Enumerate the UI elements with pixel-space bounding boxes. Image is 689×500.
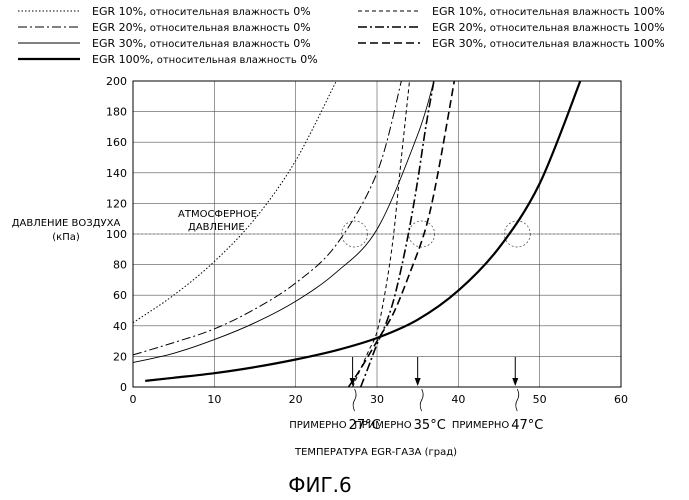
series-line-1 [133, 81, 336, 323]
x-tick-label: 10 [207, 393, 221, 406]
y-tick-label: 160 [106, 136, 127, 149]
x-tick-label: 20 [289, 393, 303, 406]
y-axis-label-line2: (кПа) [52, 232, 80, 243]
y-tick-label: 180 [106, 106, 127, 119]
legend-label: EGR 20%, относительная влажность 0% [92, 21, 311, 34]
legend-label: EGR 20%, относительная влажность 100% [432, 21, 665, 34]
marker-arrow-head [512, 378, 518, 386]
legend-label: EGR 10%, относительная влажность 100% [432, 5, 665, 18]
x-tick-label: 50 [533, 393, 547, 406]
y-tick-label: 40 [113, 320, 127, 333]
legend-label: EGR 100%, относительная влажность 0% [92, 53, 318, 66]
y-tick-label: 120 [106, 197, 127, 210]
y-tick-label: 20 [113, 350, 127, 363]
marker-approx-label: ПРИМЕРНО [289, 420, 347, 431]
y-tick-label: 140 [106, 167, 127, 180]
legend-label: EGR 30%, относительная влажность 0% [92, 37, 311, 50]
y-tick-label: 100 [106, 228, 127, 241]
y-tick-label: 80 [113, 259, 127, 272]
marker-squiggle [516, 389, 519, 411]
marker-arrow-head [415, 378, 421, 386]
x-tick-label: 30 [370, 393, 384, 406]
y-tick-label: 200 [106, 75, 127, 88]
legend-label: EGR 30%, относительная влажность 100% [432, 37, 665, 50]
marker-approx-label: ПРИМЕРНО [452, 420, 510, 431]
legend: EGR 10%, относительная влажность 0% EGR 2… [18, 5, 665, 66]
marker-approx-label: ПРИМЕРНО [354, 420, 412, 431]
marker-temperature-label: 47°C [511, 418, 543, 433]
x-axis-label: ТЕМПЕРАТУРА EGR-ГАЗА (град) [294, 447, 457, 458]
marker-squiggle [353, 389, 356, 411]
series-line-3 [133, 81, 434, 363]
y-tick-label: 60 [113, 289, 127, 302]
y-axis-label-line1: ДАВЛЕНИЕ ВОЗДУХА [12, 218, 121, 229]
y-tick-label: 0 [120, 381, 127, 394]
figure-caption: ФИГ.6 [288, 473, 351, 497]
legend-label: EGR 10%, относительная влажность 0% [92, 5, 311, 18]
marker-temperature-label: 35°C [414, 418, 446, 433]
marker-squiggle [420, 389, 423, 411]
x-tick-label: 0 [130, 393, 137, 406]
x-tick-label: 40 [451, 393, 465, 406]
atmospheric-label-line1: АТМОСФЕРНОЕ [178, 209, 257, 220]
x-tick-label: 60 [614, 393, 628, 406]
atmospheric-label-line2: ДАВЛЕНИЕ [188, 222, 245, 233]
series-line-2 [133, 81, 401, 355]
